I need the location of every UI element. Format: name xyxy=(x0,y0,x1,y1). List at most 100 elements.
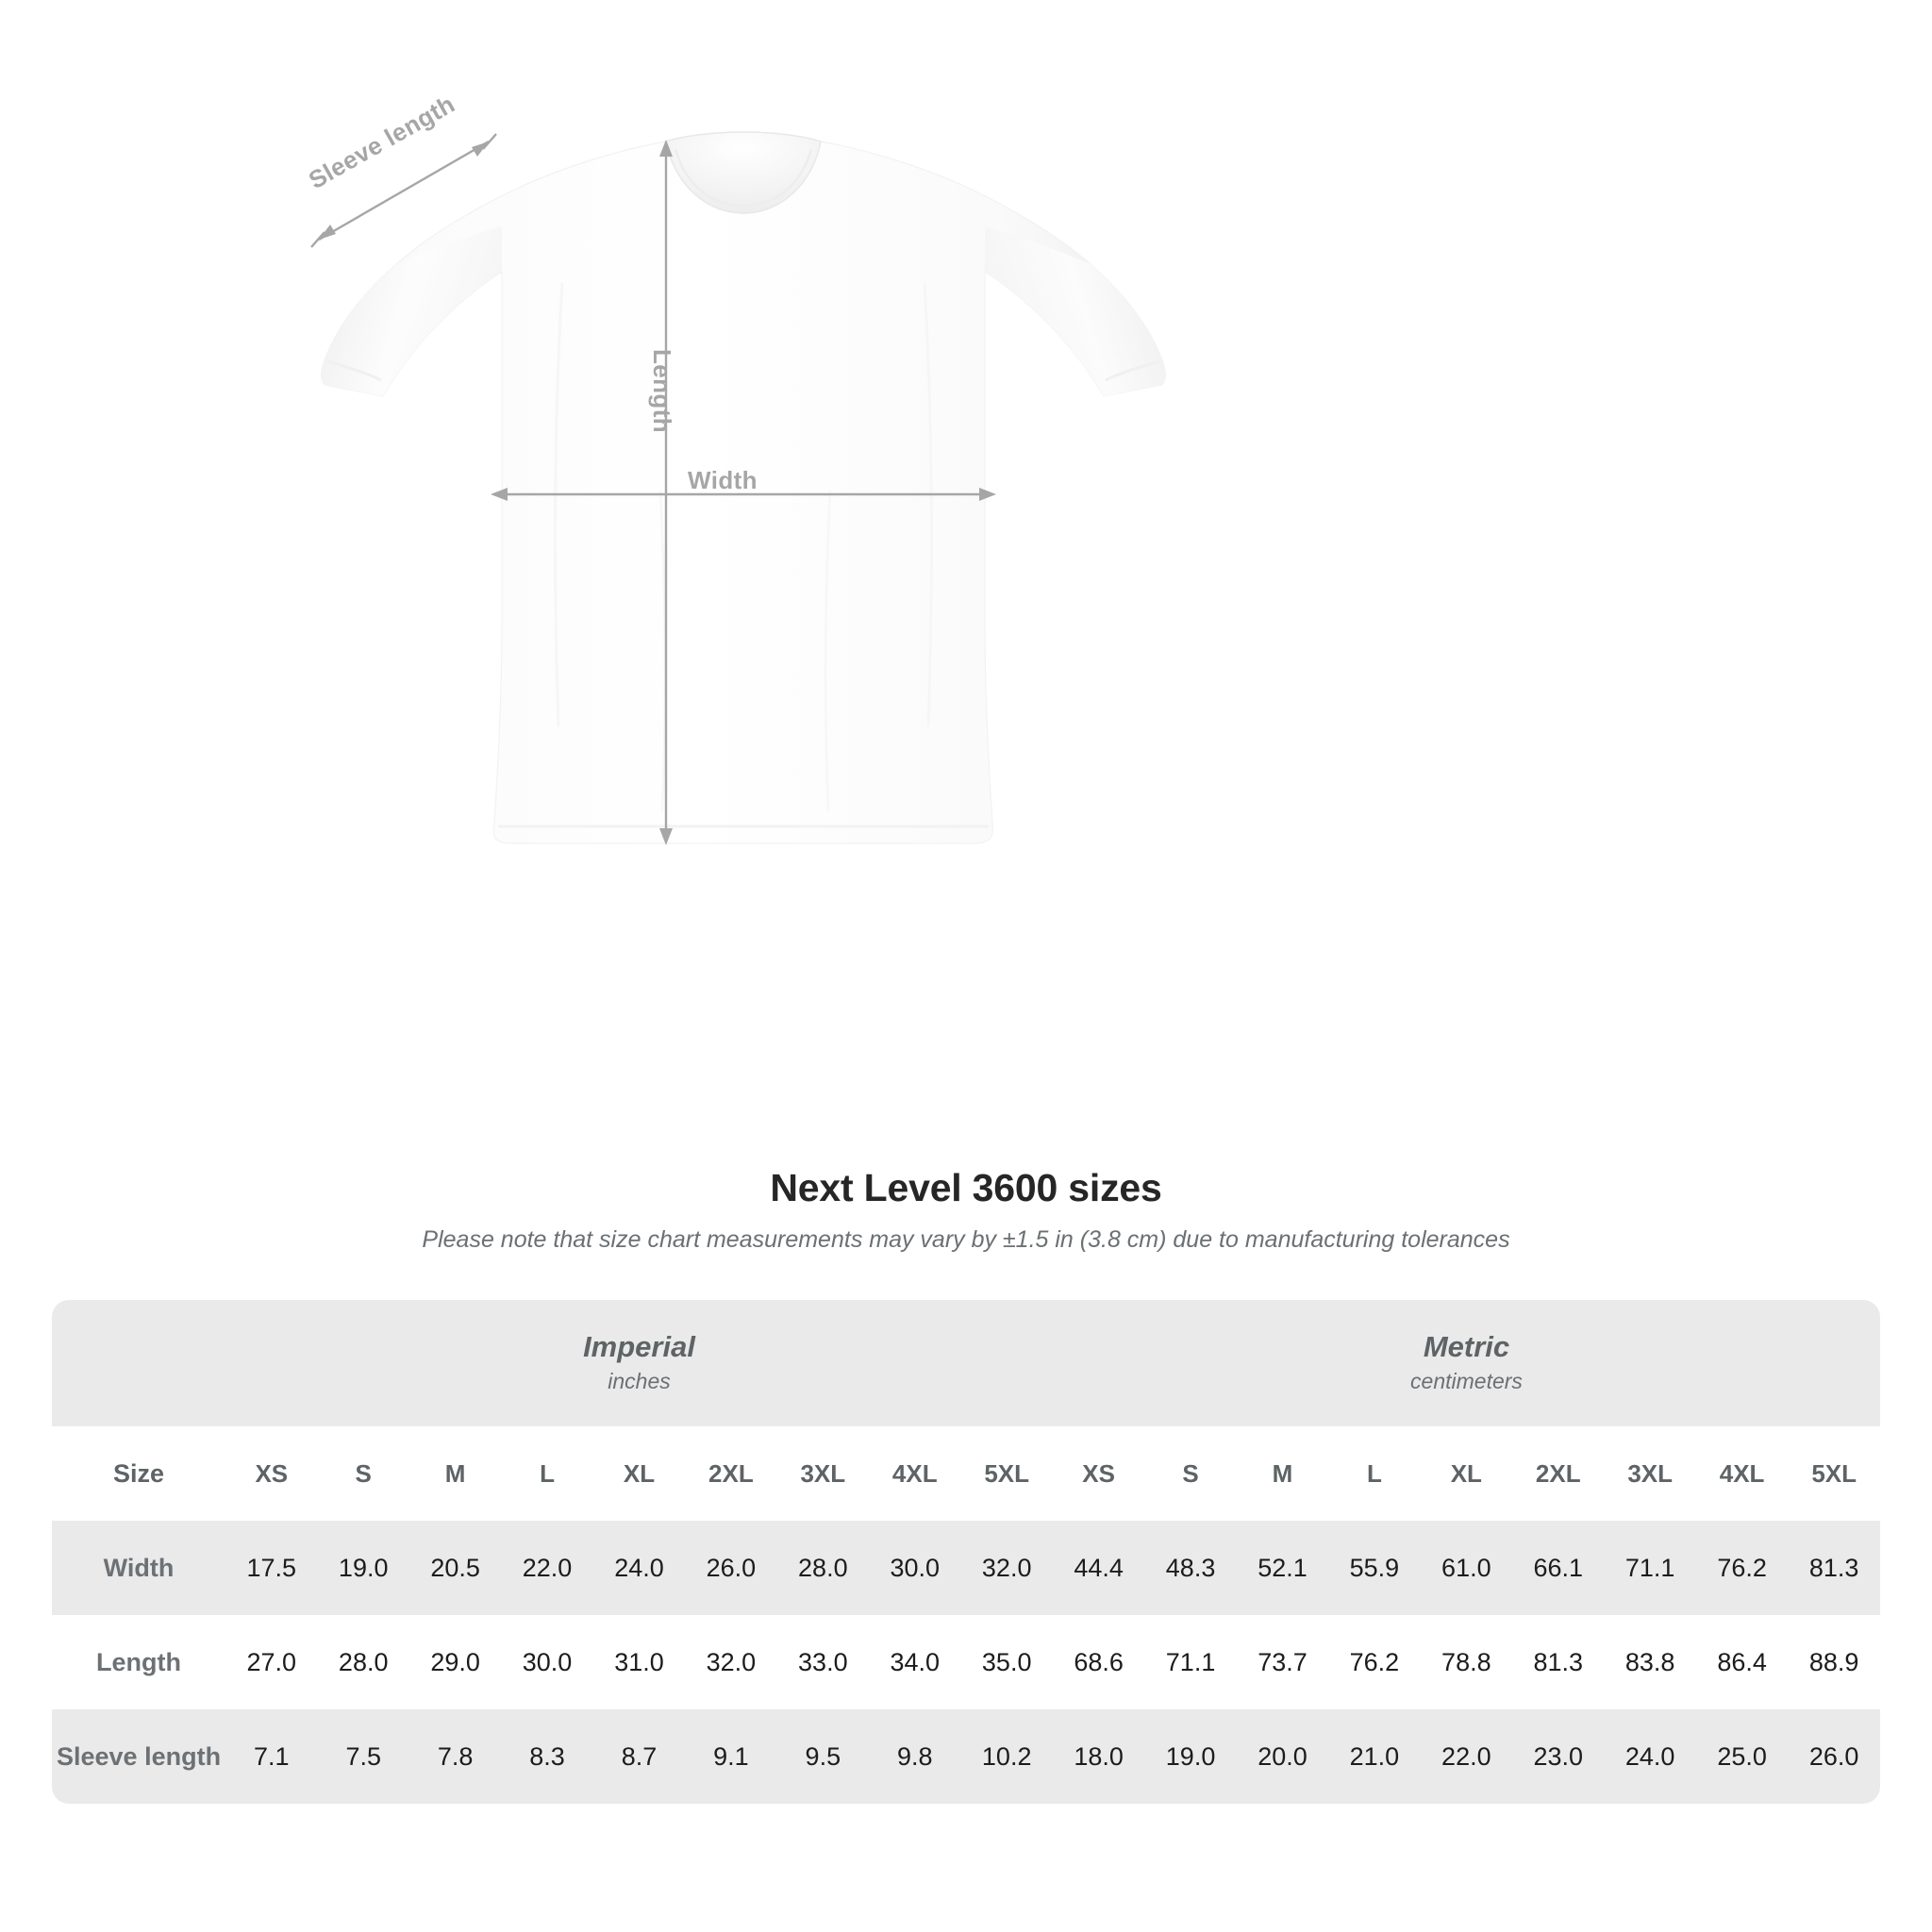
cell-sleeve-imperial-m: 7.8 xyxy=(408,1709,502,1804)
cell-length-metric-xs: 68.6 xyxy=(1052,1615,1145,1709)
cell-width-imperial-xs: 17.5 xyxy=(225,1521,318,1615)
cell-length-metric-3xl: 83.8 xyxy=(1604,1615,1696,1709)
table-row-sleeve-length: Sleeve length 7.1 7.5 7.8 8.3 8.7 9.1 9.… xyxy=(52,1709,1880,1804)
size-header-imperial-xs: XS xyxy=(225,1426,318,1521)
cell-length-imperial-xl: 31.0 xyxy=(592,1615,686,1709)
cell-sleeve-metric-2xl: 23.0 xyxy=(1512,1709,1605,1804)
cell-width-metric-l: 55.9 xyxy=(1328,1521,1421,1615)
size-header-metric-5xl: 5XL xyxy=(1788,1426,1880,1521)
cell-sleeve-imperial-3xl: 9.5 xyxy=(776,1709,870,1804)
table-row-length: Length 27.0 28.0 29.0 30.0 31.0 32.0 33.… xyxy=(52,1615,1880,1709)
cell-sleeve-metric-4xl: 25.0 xyxy=(1695,1709,1789,1804)
cell-width-metric-2xl: 66.1 xyxy=(1512,1521,1605,1615)
cell-width-metric-5xl: 81.3 xyxy=(1788,1521,1880,1615)
cell-length-imperial-xs: 27.0 xyxy=(225,1615,318,1709)
size-table: Imperial inches Metric centimeters Size … xyxy=(52,1300,1880,1804)
tolerance-note: Please note that size chart measurements… xyxy=(422,1226,1510,1253)
cell-sleeve-imperial-s: 7.5 xyxy=(317,1709,409,1804)
cell-length-metric-5xl: 88.9 xyxy=(1788,1615,1880,1709)
size-header-imperial-l: L xyxy=(501,1426,593,1521)
cell-sleeve-metric-xl: 22.0 xyxy=(1420,1709,1513,1804)
size-header-metric-2xl: 2XL xyxy=(1512,1426,1605,1521)
cell-sleeve-metric-3xl: 24.0 xyxy=(1604,1709,1696,1804)
size-header-imperial-m: M xyxy=(408,1426,502,1521)
cell-sleeve-metric-5xl: 26.0 xyxy=(1788,1709,1880,1804)
cell-sleeve-imperial-4xl: 9.8 xyxy=(869,1709,961,1804)
table-row-width: Width 17.5 19.0 20.5 22.0 24.0 26.0 28.0… xyxy=(52,1521,1880,1615)
row-label-width: Width xyxy=(52,1521,226,1615)
cell-sleeve-metric-l: 21.0 xyxy=(1328,1709,1421,1804)
size-header-metric-4xl: 4XL xyxy=(1695,1426,1789,1521)
unit-header-imperial: Imperial inches xyxy=(225,1300,1053,1426)
tshirt-diagram: Sleeve length Length Width xyxy=(304,90,1167,845)
cell-sleeve-imperial-5xl: 10.2 xyxy=(960,1709,1053,1804)
length-arrow xyxy=(659,140,673,845)
sleeve-length-arrow xyxy=(310,133,497,248)
unit-name-metric: Metric xyxy=(1423,1329,1510,1363)
unit-sub-metric: centimeters xyxy=(1410,1368,1523,1393)
size-table-container: Imperial inches Metric centimeters Size … xyxy=(52,1300,1880,1804)
unit-header-metric: Metric centimeters xyxy=(1052,1300,1880,1426)
cell-length-imperial-s: 28.0 xyxy=(317,1615,409,1709)
cell-width-imperial-m: 20.5 xyxy=(408,1521,502,1615)
width-arrow xyxy=(491,488,996,501)
size-header-imperial-s: S xyxy=(317,1426,409,1521)
width-label: Width xyxy=(688,466,758,494)
size-header-metric-xs: XS xyxy=(1052,1426,1145,1521)
cell-length-metric-4xl: 86.4 xyxy=(1695,1615,1789,1709)
cell-width-imperial-3xl: 28.0 xyxy=(776,1521,870,1615)
title-block: Next Level 3600 sizes Please note that s… xyxy=(0,1166,1932,1254)
cell-length-imperial-l: 30.0 xyxy=(501,1615,593,1709)
size-header-metric-s: S xyxy=(1144,1426,1237,1521)
cell-sleeve-metric-s: 19.0 xyxy=(1144,1709,1237,1804)
page-title: Next Level 3600 sizes xyxy=(770,1166,1162,1209)
unit-name-imperial: Imperial xyxy=(583,1329,695,1363)
row-label-sleeve-length: Sleeve length xyxy=(52,1709,226,1804)
size-header-metric-m: M xyxy=(1236,1426,1329,1521)
unit-sub-imperial: inches xyxy=(608,1368,671,1393)
measurement-arrows xyxy=(310,133,996,845)
size-header-row: Size XS S M L XL 2XL 3XL 4XL 5XL XS S M … xyxy=(52,1426,1880,1521)
unit-header-row: Imperial inches Metric centimeters xyxy=(52,1300,1880,1426)
cell-width-metric-xl: 61.0 xyxy=(1420,1521,1513,1615)
size-header-metric-l: L xyxy=(1328,1426,1421,1521)
size-header-label: Size xyxy=(52,1426,226,1521)
size-header-imperial-2xl: 2XL xyxy=(685,1426,777,1521)
cell-width-imperial-4xl: 30.0 xyxy=(869,1521,961,1615)
cell-width-metric-m: 52.1 xyxy=(1236,1521,1329,1615)
tshirt-illustration xyxy=(310,131,1167,845)
cell-length-metric-2xl: 81.3 xyxy=(1512,1615,1605,1709)
cell-width-imperial-xl: 24.0 xyxy=(592,1521,686,1615)
cell-length-imperial-3xl: 33.0 xyxy=(776,1615,870,1709)
cell-length-imperial-5xl: 35.0 xyxy=(960,1615,1053,1709)
shirt-shape xyxy=(320,131,1167,844)
cell-length-imperial-4xl: 34.0 xyxy=(869,1615,961,1709)
length-label: Length xyxy=(648,349,676,434)
row-label-length: Length xyxy=(52,1615,226,1709)
cell-sleeve-imperial-xs: 7.1 xyxy=(225,1709,318,1804)
size-header-metric-xl: XL xyxy=(1420,1426,1513,1521)
size-header-imperial-5xl: 5XL xyxy=(960,1426,1053,1521)
cell-width-imperial-5xl: 32.0 xyxy=(960,1521,1053,1615)
size-header-imperial-xl: XL xyxy=(592,1426,686,1521)
cell-sleeve-imperial-l: 8.3 xyxy=(501,1709,593,1804)
cell-length-metric-s: 71.1 xyxy=(1144,1615,1237,1709)
cell-width-imperial-l: 22.0 xyxy=(501,1521,593,1615)
cell-sleeve-imperial-xl: 8.7 xyxy=(592,1709,686,1804)
cell-width-metric-s: 48.3 xyxy=(1144,1521,1237,1615)
cell-width-imperial-s: 19.0 xyxy=(317,1521,409,1615)
cell-width-imperial-2xl: 26.0 xyxy=(685,1521,777,1615)
cell-width-metric-4xl: 76.2 xyxy=(1695,1521,1789,1615)
cell-sleeve-metric-m: 20.0 xyxy=(1236,1709,1329,1804)
cell-length-imperial-m: 29.0 xyxy=(408,1615,502,1709)
cell-width-metric-3xl: 71.1 xyxy=(1604,1521,1696,1615)
cell-sleeve-metric-xs: 18.0 xyxy=(1052,1709,1145,1804)
size-header-imperial-3xl: 3XL xyxy=(776,1426,870,1521)
cell-length-metric-m: 73.7 xyxy=(1236,1615,1329,1709)
cell-length-metric-xl: 78.8 xyxy=(1420,1615,1513,1709)
cell-width-metric-xs: 44.4 xyxy=(1052,1521,1145,1615)
cell-length-metric-l: 76.2 xyxy=(1328,1615,1421,1709)
size-header-imperial-4xl: 4XL xyxy=(869,1426,961,1521)
cell-length-imperial-2xl: 32.0 xyxy=(685,1615,777,1709)
